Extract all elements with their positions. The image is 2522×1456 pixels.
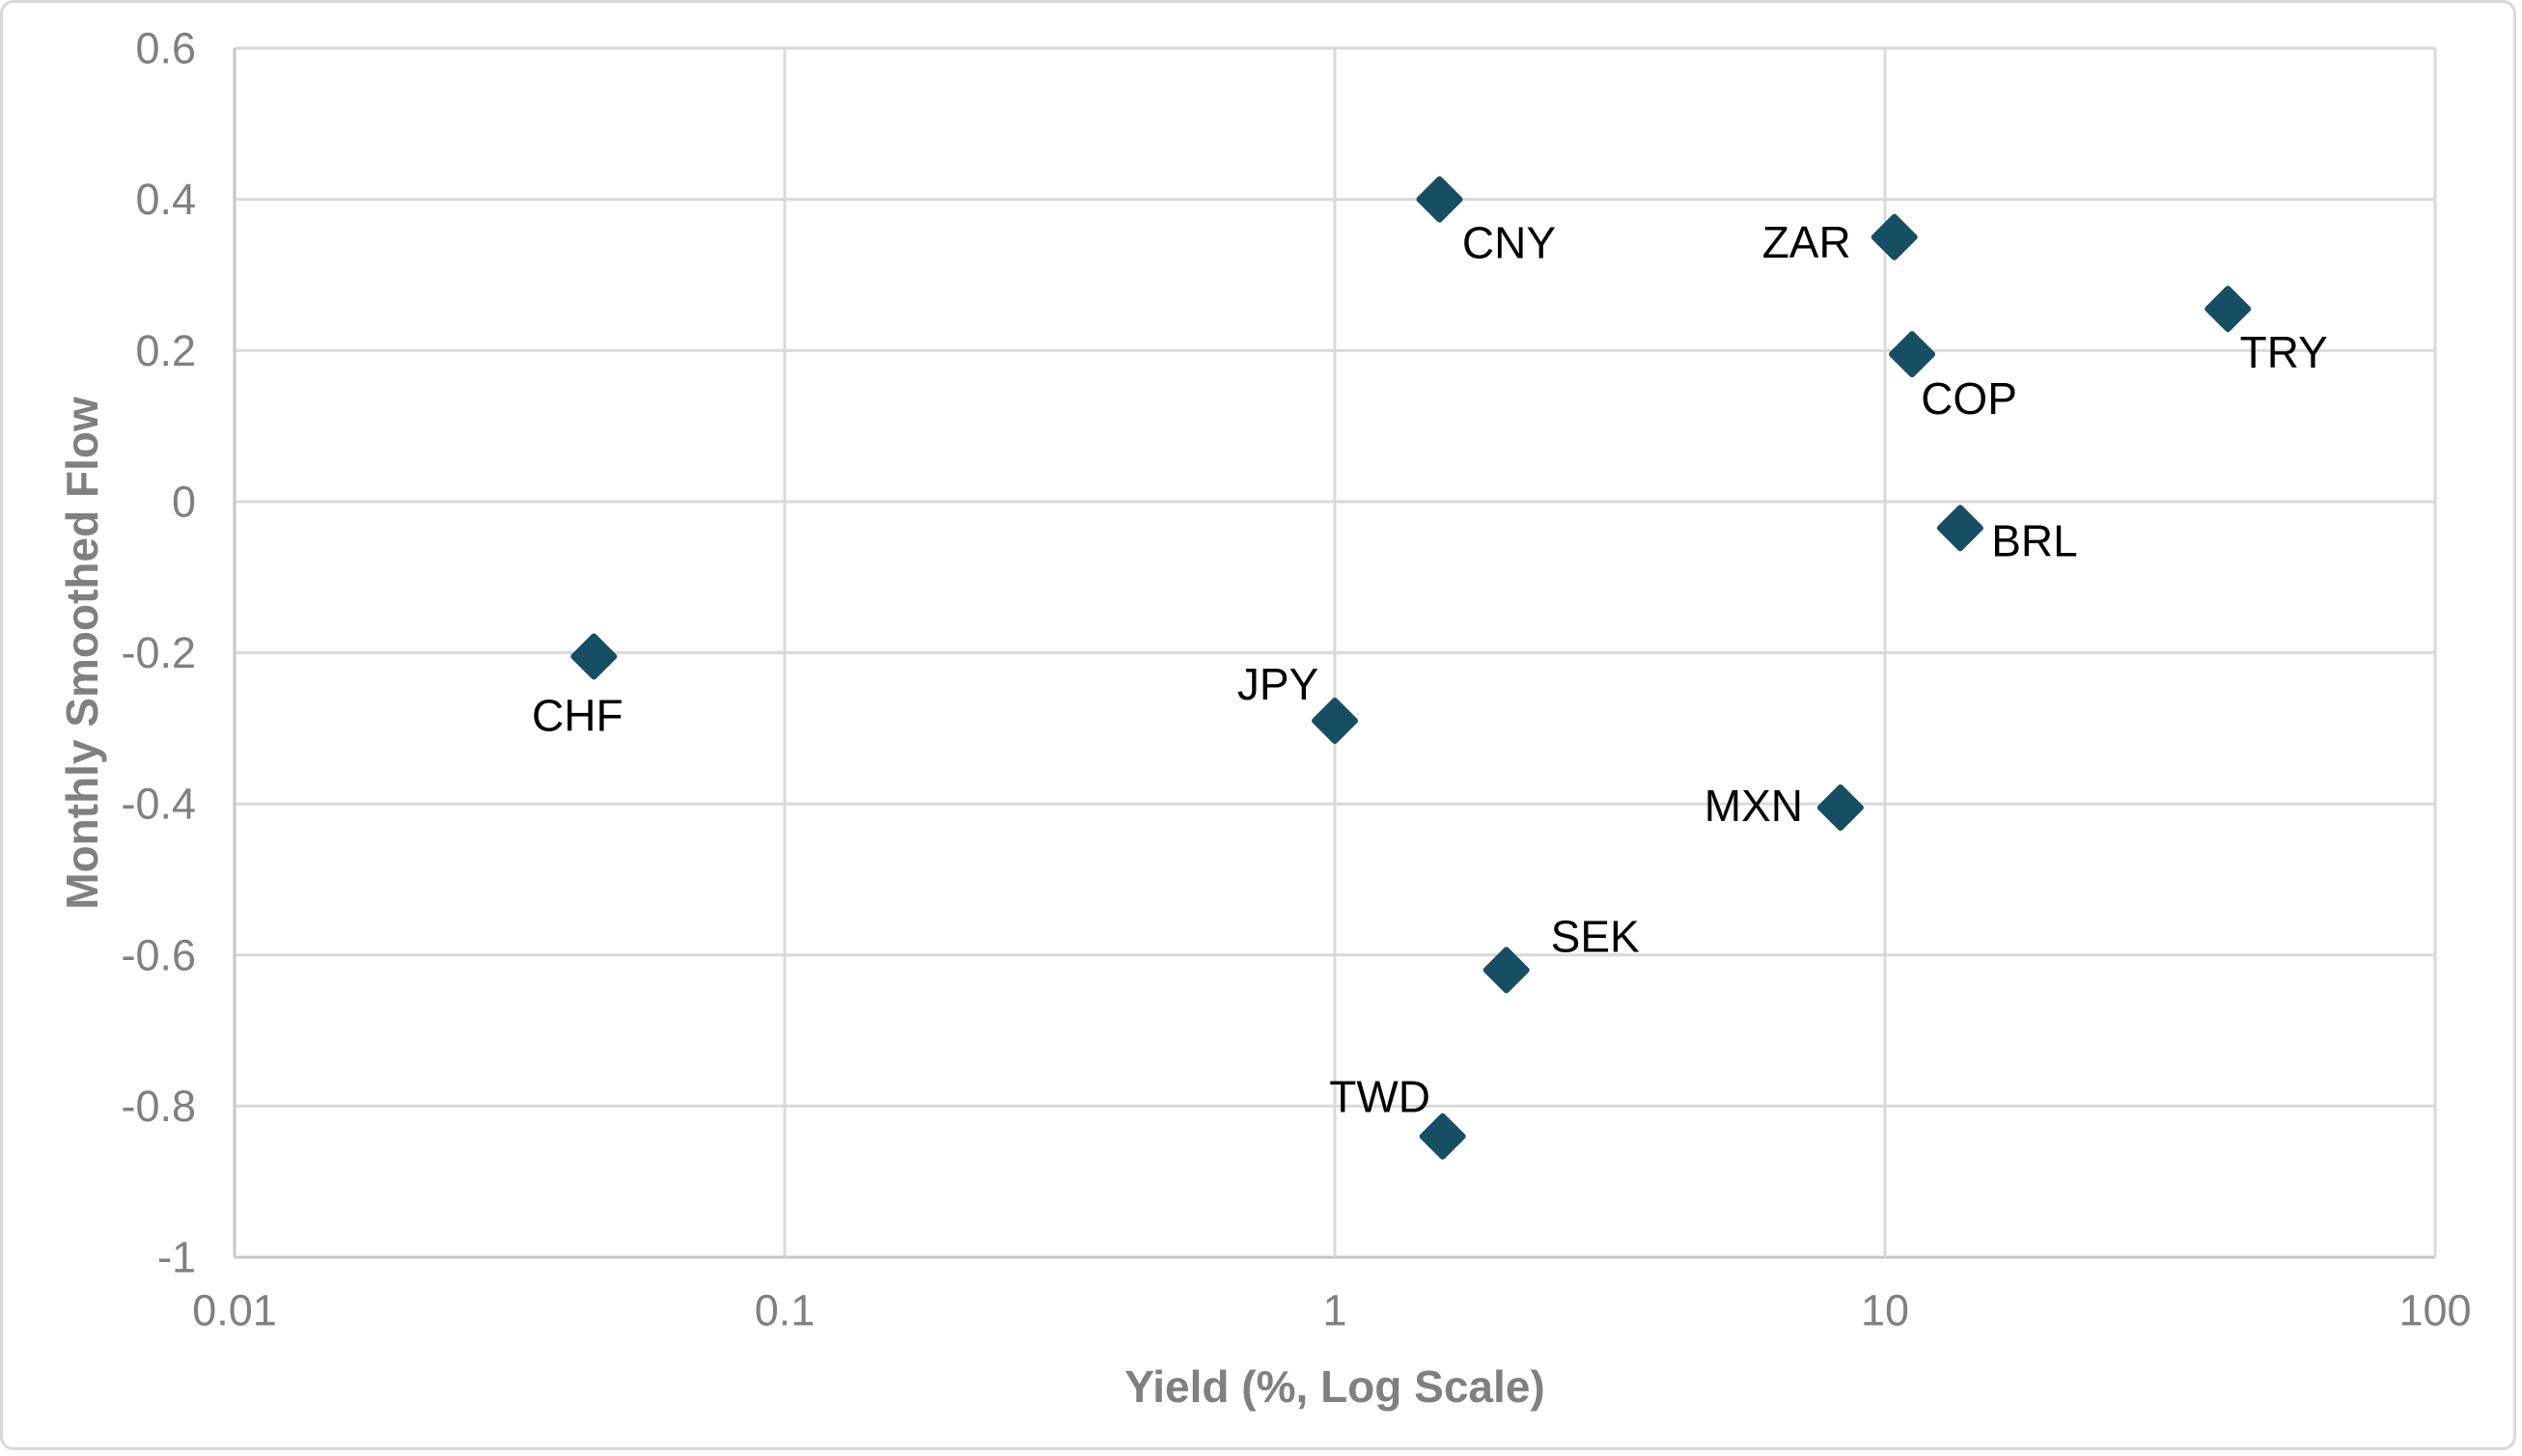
data-point-marker-jpy <box>1312 697 1358 744</box>
data-point-label-jpy: JPY <box>1237 659 1318 709</box>
data-point-marker-sek <box>1483 947 1530 994</box>
y-tick-label: -0.2 <box>121 628 196 677</box>
y-tick-label: -1 <box>157 1233 196 1282</box>
data-point-label-try: TRY <box>2240 327 2328 377</box>
data-point-marker-twd <box>1419 1113 1466 1160</box>
data-point-marker-chf <box>570 633 618 680</box>
x-tick-label: 0.1 <box>755 1286 816 1335</box>
data-point-label-cny: CNY <box>1462 218 1556 268</box>
y-tick-label: 0.6 <box>135 24 196 73</box>
data-point-label-sek: SEK <box>1551 911 1640 961</box>
data-point-label-chf: CHF <box>532 690 624 740</box>
data-point-label-brl: BRL <box>1991 515 2077 565</box>
data-point-marker-brl <box>1936 505 1983 552</box>
data-point-label-mxn: MXN <box>1704 781 1803 831</box>
data-point-marker-zar <box>1871 213 1918 261</box>
data-point-marker-cny <box>1416 176 1463 223</box>
y-tick-label: 0 <box>172 477 196 526</box>
data-point-marker-mxn <box>1816 784 1864 832</box>
x-tick-label: 1 <box>1322 1286 1346 1335</box>
x-tick-label: 0.01 <box>192 1286 277 1335</box>
y-axis-title: Monthly Smoothed Flow <box>57 397 107 910</box>
data-point-label-twd: TWD <box>1329 1072 1430 1122</box>
x-axis-title: Yield (%, Log Scale) <box>1124 1361 1545 1412</box>
y-tick-label: 0.4 <box>135 175 196 224</box>
x-tick-label: 100 <box>2398 1286 2471 1335</box>
y-tick-label: -0.4 <box>121 780 196 829</box>
data-point-marker-cop <box>1889 331 1936 378</box>
y-tick-label: -0.6 <box>121 930 196 979</box>
data-point-label-cop: COP <box>1921 373 2017 424</box>
data-point-marker-try <box>2204 286 2252 333</box>
x-tick-label: 10 <box>1861 1286 1909 1335</box>
y-tick-label: 0.2 <box>135 326 196 375</box>
y-tick-label: -0.8 <box>121 1082 196 1131</box>
data-point-label-zar: ZAR <box>1762 217 1851 267</box>
